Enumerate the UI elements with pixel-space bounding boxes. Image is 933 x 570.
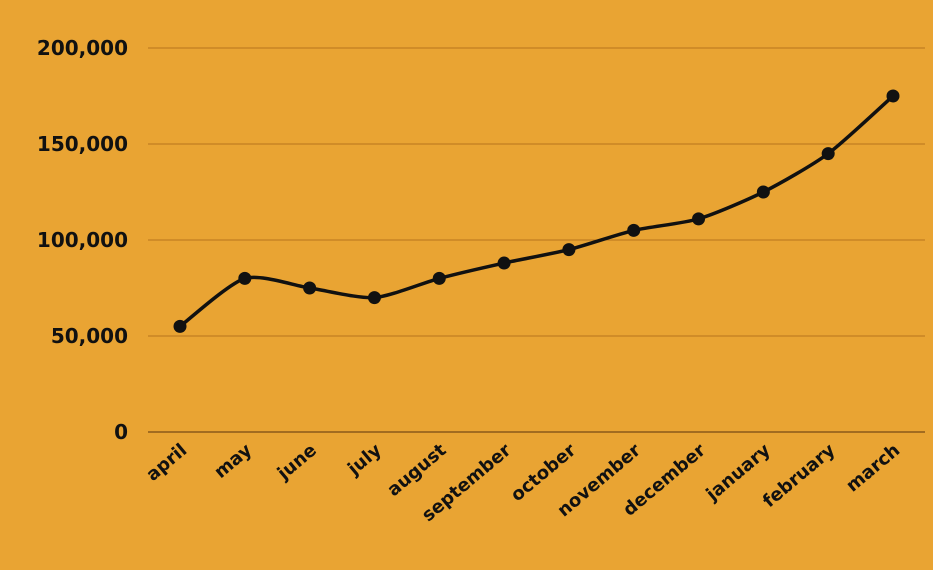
x-tick-label: june	[273, 440, 321, 485]
data-point	[497, 256, 511, 270]
series-path	[178, 94, 895, 329]
series-line	[173, 89, 900, 333]
data-point	[821, 147, 835, 161]
x-tick-label: may	[210, 440, 256, 483]
x-axis-labels: april may june julyaugustseptemberoctoberno…	[142, 439, 904, 526]
data-point	[367, 291, 381, 305]
data-point	[562, 243, 576, 257]
data-point	[303, 281, 317, 295]
x-tick-label: april	[142, 440, 191, 486]
data-point	[173, 319, 187, 333]
data-point	[886, 89, 900, 103]
x-tick-label: february	[759, 440, 840, 512]
data-point	[432, 271, 446, 285]
data-point	[756, 185, 770, 199]
y-tick-label: 150,000	[37, 132, 128, 156]
data-point	[692, 212, 706, 226]
x-tick-label: march	[842, 440, 904, 497]
y-tick-label: 200,000	[37, 36, 128, 60]
x-tick-label: july	[343, 440, 386, 481]
y-axis-labels: 0 50,000 100,000 150,000 200,000	[37, 36, 128, 444]
y-tick-label: 0	[114, 420, 128, 444]
data-point	[627, 223, 641, 237]
gridlines	[148, 47, 925, 433]
y-tick-label: 100,000	[37, 228, 128, 252]
y-tick-label: 50,000	[51, 324, 128, 348]
data-point	[238, 271, 252, 285]
